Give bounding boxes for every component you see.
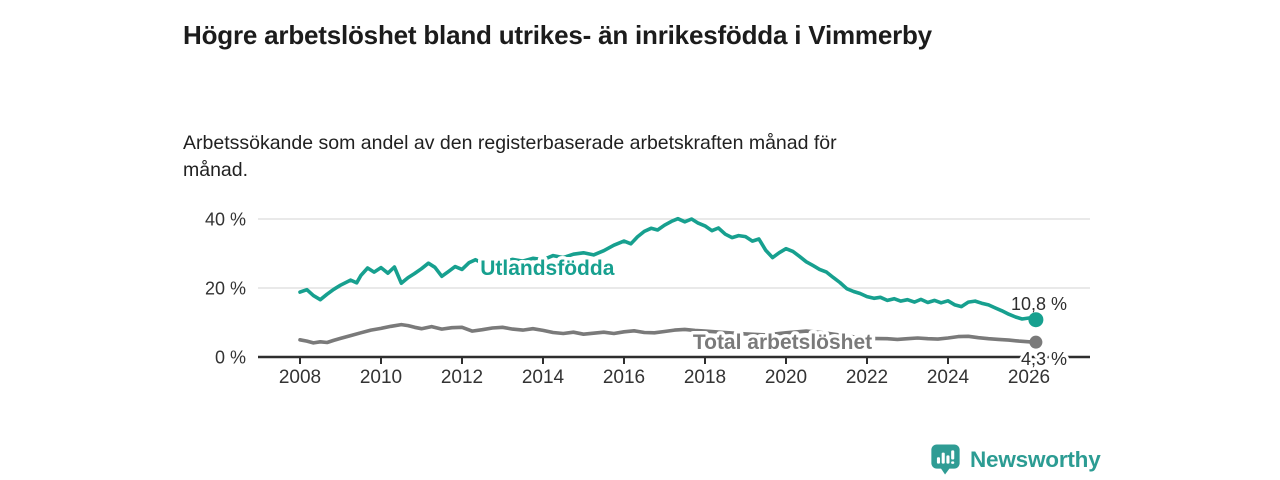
series-line-total bbox=[298, 322, 1038, 345]
bar-chart-speech-bubble-icon bbox=[931, 444, 960, 475]
series-end-dot-total bbox=[1029, 335, 1043, 349]
x-axis-tick-label: 2012 bbox=[441, 367, 483, 388]
x-axis-tick-label: 2018 bbox=[684, 367, 726, 388]
page-subtitle: Arbetssökande som andel av den registerb… bbox=[183, 131, 837, 182]
y-axis-tick-label: 40 % bbox=[205, 210, 246, 230]
x-axis-tick-label: 2026 bbox=[1008, 367, 1050, 388]
x-axis-tick-label: 2010 bbox=[360, 367, 402, 388]
series-end-label-total: 4,3 % bbox=[1021, 349, 1067, 369]
logo-mini-bars bbox=[936, 450, 955, 464]
series-end-dot-utlandsfodda bbox=[1028, 312, 1044, 328]
y-axis-tick-label: 0 % bbox=[215, 348, 246, 368]
x-axis-tick-label: 2024 bbox=[927, 367, 970, 388]
chart-area: 40 % 20 % 0 % 2008 2010 2012 2014 2016 2018 2020 2… bbox=[190, 195, 1100, 400]
series-end-label-utlandsfodda: 10,8 % bbox=[1011, 294, 1067, 314]
newsworthy-logo: Newsworthy bbox=[930, 443, 1101, 476]
x-axis-tick-label: 2014 bbox=[522, 367, 565, 388]
unemployment-line-chart: 40 % 20 % 0 % 2008 2010 2012 2014 2016 2018 2020 2… bbox=[205, 210, 1090, 388]
x-axis-tick-label: 2016 bbox=[603, 367, 645, 388]
series-label-total: Total arbetslöshet bbox=[693, 331, 872, 354]
page-title: Högre arbetslöshet bland utrikes- än inr… bbox=[183, 20, 932, 51]
series-label-utlandsfodda: Utlandsfödda bbox=[480, 257, 614, 280]
logo-text: Newsworthy bbox=[970, 446, 1101, 472]
x-axis-tick-label: 2008 bbox=[279, 367, 321, 388]
x-axis-tick-label: 2020 bbox=[765, 367, 807, 388]
x-axis-tick-label: 2022 bbox=[846, 367, 888, 388]
logo-bubble-shape bbox=[931, 444, 960, 469]
logo-bubble-tail bbox=[940, 467, 951, 475]
y-axis-tick-label: 20 % bbox=[205, 279, 246, 299]
series-line-utlandsfodda bbox=[298, 216, 1038, 322]
